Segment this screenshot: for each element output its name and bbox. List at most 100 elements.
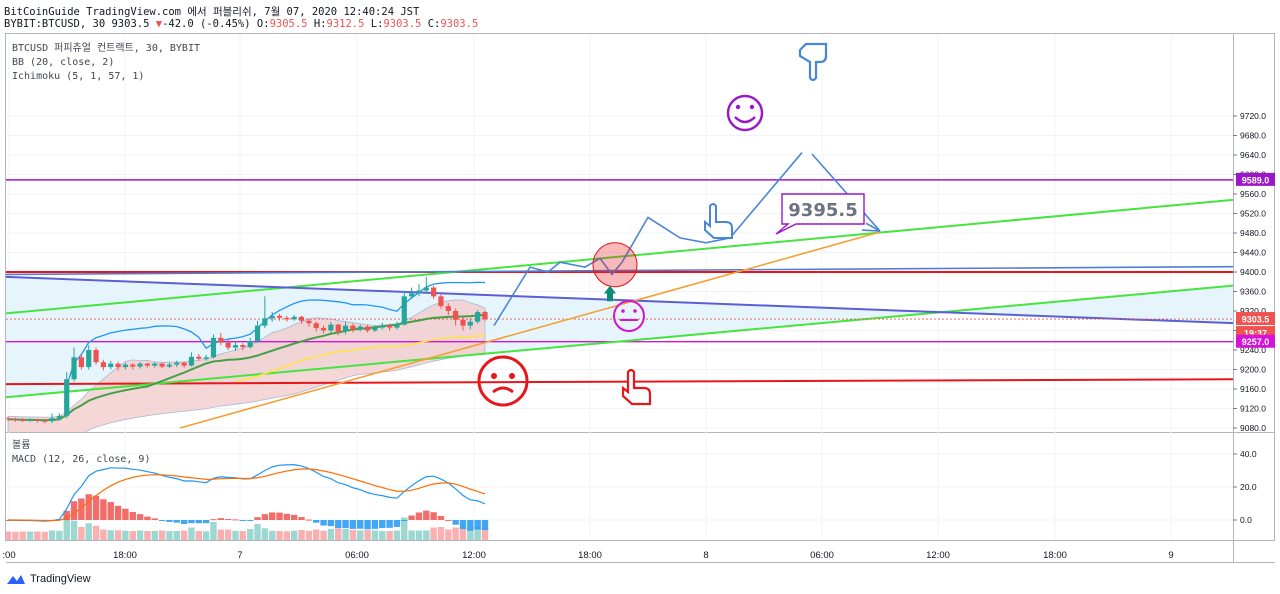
time-tick-label: 12:00 bbox=[462, 550, 486, 561]
support-price-label-bg bbox=[1236, 334, 1275, 348]
tradingview-icon bbox=[7, 575, 25, 584]
volume-bar bbox=[114, 530, 122, 540]
candle bbox=[166, 362, 173, 369]
candle bbox=[431, 285, 437, 299]
candle bbox=[196, 353, 202, 361]
candle-body bbox=[108, 363, 114, 368]
macd-histogram-bar bbox=[283, 513, 291, 520]
volume-bar bbox=[217, 529, 225, 540]
volume-bar bbox=[298, 530, 305, 540]
volume-bar bbox=[92, 525, 100, 540]
candle bbox=[247, 337, 253, 349]
angry-face-eye bbox=[509, 373, 515, 379]
candle-body bbox=[394, 324, 400, 328]
macd-histogram-bar bbox=[430, 512, 437, 520]
macd-histogram-bar bbox=[401, 520, 408, 521]
candle bbox=[115, 361, 121, 371]
candle-body bbox=[196, 356, 202, 359]
candle-body bbox=[416, 290, 422, 294]
legend-ichimoku: Ichimoku (5, 1, 57, 1) bbox=[12, 71, 144, 82]
macd-histogram-bar bbox=[349, 520, 357, 529]
candle bbox=[335, 323, 341, 336]
time-tick-label: 7 bbox=[237, 550, 242, 561]
candle bbox=[284, 315, 290, 322]
volume-bar bbox=[452, 527, 459, 540]
candle bbox=[269, 311, 275, 322]
price-tick-label: 9320.0 bbox=[1240, 306, 1266, 316]
macd-histogram-bar bbox=[188, 520, 195, 524]
candle bbox=[34, 418, 40, 423]
close-value: 9303.5 bbox=[440, 18, 479, 30]
macd-histogram-bar bbox=[467, 520, 474, 531]
candle-body bbox=[431, 287, 437, 297]
volume-bar bbox=[100, 529, 107, 540]
candle bbox=[6, 416, 11, 422]
price-tick-label: 9680.0 bbox=[1240, 131, 1266, 141]
macd-histogram-bar bbox=[357, 520, 364, 529]
macd-histogram-bar bbox=[276, 512, 283, 520]
macd-tick-label: 0.0 bbox=[1240, 515, 1252, 525]
candle bbox=[27, 418, 33, 423]
candle-body bbox=[240, 345, 246, 348]
symbol-timeframe: BYBIT:BTCUSD, 30 bbox=[4, 18, 106, 30]
candle bbox=[56, 413, 62, 421]
macd-histogram-bar bbox=[408, 515, 415, 520]
candle-body bbox=[306, 320, 312, 324]
candle-body bbox=[269, 315, 275, 319]
projection-path bbox=[493, 152, 803, 327]
price-tick-label: 9080.0 bbox=[1240, 423, 1266, 433]
macd-histogram-bar bbox=[371, 520, 379, 529]
candle bbox=[181, 361, 187, 368]
candle-body bbox=[34, 419, 40, 421]
volume-bar bbox=[144, 531, 151, 540]
candle bbox=[276, 313, 283, 321]
volume-bar bbox=[195, 531, 202, 540]
volume-bar bbox=[401, 517, 408, 540]
candle-body bbox=[115, 363, 121, 368]
volume-bar bbox=[268, 530, 276, 540]
candle-body bbox=[93, 350, 99, 363]
volume-bar bbox=[85, 523, 92, 540]
candle-body bbox=[445, 306, 451, 311]
candle bbox=[71, 347, 77, 382]
volume-bar bbox=[415, 530, 423, 540]
candle-body bbox=[42, 420, 48, 422]
target-label: 9395.5 bbox=[788, 200, 857, 221]
candle-body bbox=[475, 311, 481, 322]
candle-body bbox=[174, 362, 180, 365]
candle bbox=[467, 318, 473, 330]
candle bbox=[20, 418, 26, 423]
candle bbox=[387, 323, 393, 331]
tradingview-logo[interactable]: TradingView bbox=[6, 573, 91, 585]
candle bbox=[93, 347, 99, 365]
candle-body bbox=[409, 293, 415, 297]
target-callout: 9395.5 bbox=[775, 193, 865, 235]
candle bbox=[379, 322, 385, 330]
macd-histogram-bar bbox=[268, 512, 276, 520]
candle bbox=[401, 291, 407, 326]
volume-bar bbox=[78, 527, 85, 540]
macd-histogram-bar bbox=[136, 514, 144, 520]
candle-body bbox=[438, 296, 444, 307]
candle-body bbox=[144, 363, 151, 366]
candle bbox=[152, 361, 158, 368]
price-tick-label: 9240.0 bbox=[1240, 345, 1266, 355]
volume-bar bbox=[335, 528, 342, 540]
volume-bar bbox=[291, 530, 298, 540]
ohlc-bar: BYBIT:BTCUSD, 30 9303.5 ▼-42.0 (-0.45%) … bbox=[4, 18, 479, 30]
candle-body bbox=[71, 357, 77, 380]
macd-histogram-bar bbox=[210, 519, 217, 521]
macd-histogram-bar bbox=[107, 502, 114, 520]
macd-histogram-bar bbox=[85, 494, 92, 520]
candle-body bbox=[313, 323, 319, 329]
price-tick-label: 9720.0 bbox=[1240, 111, 1266, 121]
candle-body bbox=[27, 419, 33, 421]
macd-tick-label: 20.0 bbox=[1240, 482, 1257, 492]
macd-histogram-bar bbox=[364, 520, 371, 530]
candle-body bbox=[6, 418, 11, 420]
candle bbox=[210, 334, 217, 359]
hand-pointing-icon bbox=[621, 368, 652, 406]
volume-bar bbox=[246, 529, 254, 540]
candle bbox=[122, 362, 129, 370]
